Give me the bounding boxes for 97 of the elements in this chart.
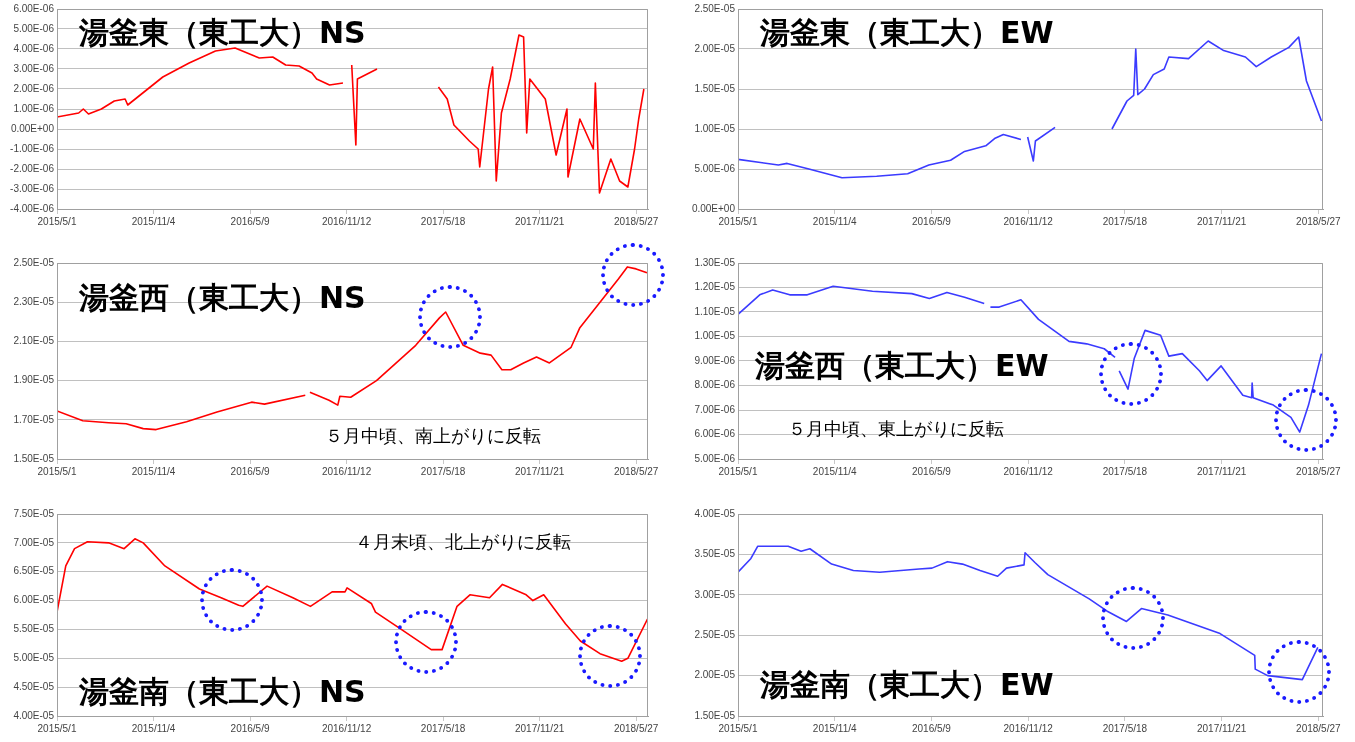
y-tick-label: 7.50E-05 <box>13 507 55 519</box>
x-tick-label: 2017/11/21 <box>1196 215 1247 227</box>
chart-title: 湯釜東（東工大）EW <box>759 15 1054 50</box>
x-tick-label: 2015/11/4 <box>131 465 176 477</box>
x-tick-label: 2015/5/1 <box>37 215 77 227</box>
x-tick-label: 2015/5/1 <box>718 465 758 477</box>
y-tick-label: 7.00E-06 <box>694 403 736 415</box>
y-tick-label: 1.50E-05 <box>694 82 736 94</box>
y-tick-label: 3.00E-05 <box>694 588 736 600</box>
x-tick-label: 2016/5/9 <box>230 722 270 734</box>
x-tick-label: 2015/11/4 <box>131 215 176 227</box>
text: 湯釜西（東工大）EW <box>754 348 1049 383</box>
x-tick-label: 2016/11/12 <box>1003 722 1054 734</box>
y-tick-label: 5.50E-05 <box>13 623 55 635</box>
y-tick-label: 4.00E-06 <box>13 42 55 54</box>
y-tick-label: 1.10E-05 <box>694 305 736 317</box>
y-tick-label: 1.90E-05 <box>13 374 55 386</box>
y-tick-label: 7.00E-05 <box>13 536 55 548</box>
x-tick-label: 2015/11/4 <box>131 722 176 734</box>
y-tick-label: -2.00E-06 <box>10 162 55 174</box>
y-tick-label: 1.30E-05 <box>694 256 736 268</box>
x-tick-label: 2017/11/21 <box>514 722 565 734</box>
y-tick-label: 1.00E-05 <box>694 330 736 342</box>
y-tick-label: 5.00E-06 <box>694 162 736 174</box>
y-tick-label: 5.00E-06 <box>694 452 736 464</box>
x-tick-label: 2015/11/4 <box>812 722 858 734</box>
y-tick-label: 1.20E-05 <box>694 281 736 293</box>
text: 湯釜南（東工大）NS <box>78 674 366 709</box>
x-tick-label: 2018/5/27 <box>1296 465 1342 477</box>
y-tick-label: -1.00E-06 <box>10 142 55 154</box>
x-tick-label: 2017/5/18 <box>420 465 466 477</box>
text: 湯釜南（東工大）EW <box>759 667 1054 702</box>
y-tick-label: 1.50E-05 <box>694 709 736 721</box>
y-tick-label: 3.50E-05 <box>694 548 736 560</box>
x-tick-label: 2015/5/1 <box>718 215 758 227</box>
y-tick-label: 2.50E-05 <box>694 2 736 14</box>
x-tick-label: 2017/5/18 <box>1102 465 1148 477</box>
x-tick-label: 2015/5/1 <box>37 465 77 477</box>
chart-title: 湯釜東（東工大）NS <box>78 15 366 50</box>
x-tick-label: 2018/5/27 <box>613 722 659 734</box>
x-tick-label: 2018/5/27 <box>1296 722 1342 734</box>
y-tick-label: 3.00E-06 <box>13 62 55 74</box>
y-tick-label: 2.00E-05 <box>694 42 736 54</box>
y-tick-label: 4.00E-05 <box>694 507 736 519</box>
x-tick-label: 2017/11/21 <box>1196 722 1247 734</box>
y-tick-label: -3.00E-06 <box>10 182 55 194</box>
y-tick-label: 5.00E-05 <box>13 652 55 664</box>
x-tick-label: 2017/5/18 <box>1102 722 1148 734</box>
x-tick-label: 2016/5/9 <box>230 465 270 477</box>
x-tick-label: 2016/11/12 <box>321 215 372 227</box>
x-tick-label: 2015/11/4 <box>812 465 858 477</box>
x-tick-label: 2016/5/9 <box>911 215 952 227</box>
y-tick-label: 6.00E-06 <box>694 428 736 440</box>
y-tick-label: 1.70E-05 <box>13 413 55 425</box>
annotation: ５月中頃、南上がりに反転 <box>325 425 541 446</box>
y-tick-label: 2.50E-05 <box>13 256 55 268</box>
x-tick-label: 2017/5/18 <box>420 722 466 734</box>
y-tick-label: 0.00E+00 <box>691 202 736 214</box>
y-tick-label: 2.00E-05 <box>694 669 736 681</box>
x-tick-label: 2018/5/27 <box>613 465 659 477</box>
y-tick-label: 2.30E-05 <box>13 295 55 307</box>
annotation: ４月末頃、北上がりに反転 <box>355 531 571 552</box>
y-tick-label: 1.00E-06 <box>13 102 55 114</box>
x-tick-label: 2017/11/21 <box>514 215 565 227</box>
x-tick-label: 2016/11/12 <box>1003 215 1054 227</box>
text: 湯釜西（東工大）NS <box>78 280 366 315</box>
y-tick-label: 9.00E-06 <box>694 354 736 366</box>
x-tick-label: 2016/11/12 <box>321 722 372 734</box>
y-tick-label: 8.00E-06 <box>694 379 736 391</box>
x-tick-label: 2016/5/9 <box>911 465 952 477</box>
y-tick-label: 6.00E-05 <box>13 594 55 606</box>
x-tick-label: 2017/11/21 <box>514 465 565 477</box>
x-tick-label: 2018/5/27 <box>613 215 659 227</box>
y-tick-label: 4.00E-05 <box>13 709 55 721</box>
y-tick-label: 1.00E-05 <box>694 122 736 134</box>
y-tick-label: 6.50E-05 <box>13 565 55 577</box>
x-tick-label: 2015/11/4 <box>812 215 858 227</box>
x-tick-label: 2018/5/27 <box>1296 215 1342 227</box>
y-tick-label: -4.00E-06 <box>10 202 55 214</box>
x-tick-label: 2017/11/21 <box>1196 465 1247 477</box>
y-tick-label: 2.10E-05 <box>13 335 55 347</box>
x-tick-label: 2016/11/12 <box>321 465 372 477</box>
y-tick-label: 2.50E-05 <box>694 628 736 640</box>
x-tick-label: 2016/5/9 <box>911 722 952 734</box>
y-tick-label: 2.00E-06 <box>13 82 55 94</box>
y-tick-label: 5.00E-06 <box>13 22 55 34</box>
x-tick-label: 2017/5/18 <box>420 215 466 227</box>
y-tick-label: 6.00E-06 <box>13 2 55 14</box>
y-tick-label: 0.00E+00 <box>10 122 55 134</box>
x-tick-label: 2017/5/18 <box>1102 215 1148 227</box>
y-tick-label: 4.50E-05 <box>13 680 55 692</box>
y-tick-label: 1.50E-05 <box>13 452 55 464</box>
x-tick-label: 2015/5/1 <box>37 722 77 734</box>
x-tick-label: 2016/11/12 <box>1003 465 1054 477</box>
x-tick-label: 2015/5/1 <box>718 722 758 734</box>
x-tick-label: 2016/5/9 <box>230 215 270 227</box>
annotation: ５月中頃、東上がりに反転 <box>788 418 1004 439</box>
